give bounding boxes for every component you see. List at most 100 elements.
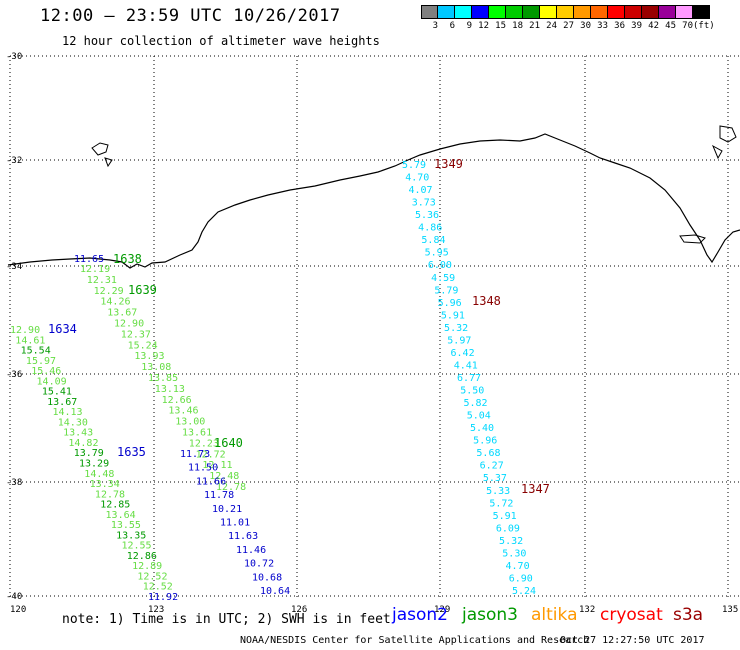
color-scale-label-2: 9 [466,21,472,31]
track-value: 5.84 [421,235,445,246]
track-value: 6.09 [496,523,520,534]
australia-coastline [7,133,740,269]
pass-id-label: 1635 [117,445,146,459]
track-value: 11.73 [180,449,210,460]
track-value: 12.89 [132,561,162,572]
track-value: 11.92 [148,592,178,603]
lat-label: -30 [6,52,22,62]
track-value: 6.77 [457,373,481,384]
color-scale-bar [421,5,710,19]
track-value: 6.27 [480,461,504,472]
color-scale-label-12: 39 [631,21,642,31]
track-value: 4.86 [418,223,442,234]
color-swatch-11 [608,5,625,19]
track-value: 13.67 [47,397,77,408]
lon-label: 129 [434,605,450,615]
pass-id-label: 1347 [521,482,550,496]
color-scale-label-3: 12 [478,21,489,31]
altimeter-tracks: 5.794.704.073.735.364.865.845.956.004.59… [10,157,550,603]
coast-fragment-right [711,125,737,160]
color-swatch-14 [659,5,676,19]
track-value: 4.07 [408,185,432,196]
track-value: 12.78 [216,482,246,493]
track-value: 13.61 [182,428,212,439]
track-value: 12.19 [80,264,110,275]
track-value: 11.01 [220,518,250,529]
track-value: 14.30 [58,417,88,428]
color-scale-label-5: 18 [512,21,523,31]
color-scale-label-11: 36 [614,21,625,31]
track-value: 5.79 [434,285,458,296]
footer-timestamp: Oct 27 12:27:50 UTC 2017 [560,635,705,646]
track-value: 5.72 [489,498,513,509]
pass-id-label: 1638 [113,252,142,266]
track-value: 13.67 [107,308,137,319]
axis-labels: -30 -32 -34 -36 -38 -40 120 123 126 129 132 135 [6,52,738,615]
color-swatch-1 [438,5,455,19]
track-value: 15.41 [42,387,72,398]
track-value: 14.82 [68,438,98,449]
pass-id-label: 1639 [128,283,157,297]
color-scale-label-4: 15 [495,21,506,31]
satellite-altika-label: altika [531,605,578,625]
pass-id-label: 1634 [48,322,77,336]
map-title: 12:00 – 23:59 UTC 10/26/2017 [40,6,341,26]
lon-label: 135 [722,605,738,615]
track-value: 5.37 [483,473,507,484]
color-scale-label-7: 24 [546,21,557,31]
track-value: 14.26 [100,297,130,308]
track-value: 5.33 [486,486,510,497]
lat-label: -34 [6,262,22,272]
track-value: 11.65 [74,254,104,265]
track-value: 12.72 [196,449,226,460]
lon-label: 132 [579,605,595,615]
track-value: 15.46 [31,366,61,377]
lon-label: 126 [291,605,307,615]
lat-lon-grid [9,55,740,598]
color-swatch-7 [540,5,557,19]
track-value: 13.64 [106,510,136,521]
kangaroo-island [679,234,706,244]
color-swatch-13 [642,5,659,19]
color-scale-label-14: 45 [665,21,676,31]
track-value: 13.35 [116,530,146,541]
track-value: 5.91 [441,310,465,321]
track-value: 11.63 [228,531,258,542]
recherche-islands [91,142,113,168]
track-value: 14.48 [84,469,114,480]
color-swatch-2 [455,5,472,19]
color-swatch-0 [421,5,438,19]
color-swatch-9 [574,5,591,19]
track-value: 13.13 [155,384,185,395]
color-scale-label-10: 33 [597,21,608,31]
track-value: 12.52 [143,582,173,593]
satellite-s3a-label: s3a [673,605,704,625]
track-value: 15.24 [128,340,158,351]
color-scale-label-6: 21 [529,21,540,31]
color-scale-label-15: 70 [682,21,693,31]
track-value: 4.41 [454,360,478,371]
satellite-jason3-label: jason3 [462,605,518,625]
track-value: 13.43 [63,428,93,439]
track-value: 6.00 [428,260,452,271]
lon-label: 120 [10,605,26,615]
color-swatch-16 [693,5,710,19]
satellite-jason2-label: jason2 [392,605,448,625]
color-swatch-6 [523,5,540,19]
color-scale-label-1: 6 [449,21,455,31]
color-swatch-12 [625,5,642,19]
track-value: 4.70 [506,561,530,572]
pass-id-label: 1348 [472,294,501,308]
lat-label: -32 [6,156,22,166]
track-value: 10.72 [244,559,274,570]
color-scale-label-0: 3 [432,21,438,31]
color-scale-label-8: 27 [563,21,574,31]
track-value: 13.55 [111,520,141,531]
track-value: 12.66 [162,395,192,406]
footer-note: note: 1) Time is in UTC; 2) SWH is in fe… [62,612,391,627]
track-value: 10.68 [252,572,282,583]
track-value: 10.21 [212,504,242,515]
track-value: 13.00 [175,417,205,428]
color-swatch-8 [557,5,574,19]
track-value: 12.78 [95,489,125,500]
